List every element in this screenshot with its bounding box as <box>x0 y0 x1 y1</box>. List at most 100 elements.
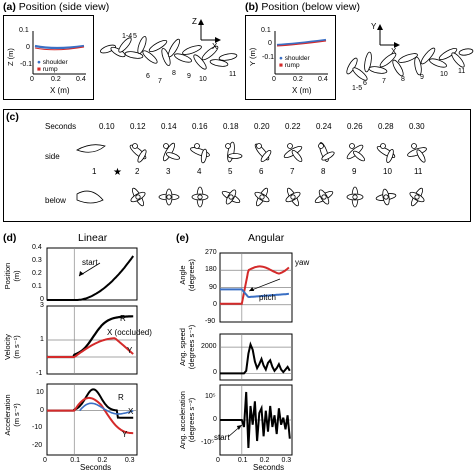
time-label: 0.28 <box>378 122 394 131</box>
acc-x-label: X <box>128 407 134 416</box>
y-tick: -90 <box>205 318 216 325</box>
start-arrowhead <box>79 271 84 276</box>
position-series <box>47 255 135 301</box>
frame-label: 10 <box>199 76 207 83</box>
y-tick: -10 <box>32 424 43 432</box>
y-tick: 2000 <box>201 343 217 351</box>
time-label: 0.24 <box>316 122 332 131</box>
y-tick: 3 <box>40 302 44 309</box>
start-arrowhead-e <box>236 425 242 430</box>
time-label: 0.30 <box>409 122 425 131</box>
panel-b-title: (b) Position (below view) <box>245 1 360 13</box>
time-label: 0.22 <box>285 122 301 131</box>
below-view-bird <box>76 190 104 204</box>
y-tick: 270 <box>205 249 217 256</box>
time-label: 0.12 <box>130 122 146 131</box>
frame-label: 8 <box>401 76 405 83</box>
frame-number: 10 <box>383 167 392 176</box>
vel-y-label: Y <box>127 346 133 355</box>
side-view-bird <box>376 143 396 164</box>
y-tick: 0 <box>213 300 217 308</box>
frame-label: 10 <box>440 71 448 78</box>
tick: 0.2 <box>51 76 61 83</box>
panel-e-title: Angular <box>248 232 285 244</box>
frame-label: 9 <box>187 73 191 80</box>
panel-d-x-label: Seconds <box>80 463 112 472</box>
panel-e-label: (e) <box>176 232 189 244</box>
frame-number: 6 <box>259 167 264 176</box>
panel-c-label: (c) <box>6 111 19 123</box>
axis-z-label: Z <box>192 17 197 26</box>
panel-b-x-label: X (m) <box>292 86 312 95</box>
x-tick: 0.1 <box>70 457 80 464</box>
frame-number: 11 <box>414 167 423 176</box>
frame-label: 5 <box>133 33 137 40</box>
y-tick: 0 <box>213 416 217 423</box>
side-view-bird <box>225 141 243 163</box>
y-tick: 0.4 <box>32 244 42 251</box>
frame-label: 8 <box>172 70 176 77</box>
plot-frame <box>46 247 138 301</box>
acc-r-label: R <box>118 393 124 402</box>
row-side-label: side <box>45 152 60 161</box>
frame-label: 1-4 <box>122 33 133 40</box>
panel-a-inset <box>3 15 94 100</box>
x-tick: 0 <box>43 457 47 464</box>
axis-y-label: Y <box>371 22 377 31</box>
below-view-bird <box>191 186 209 208</box>
side-view-bird <box>129 143 147 163</box>
yaw-label: yaw <box>295 258 310 267</box>
x-tick: 0.2 <box>97 457 108 464</box>
vel-r-label: R <box>120 314 126 323</box>
side-view-bird <box>346 143 365 162</box>
pitch-label: pitch <box>259 293 276 302</box>
start-label-e: start <box>214 433 230 442</box>
y-tick: 0.1 <box>32 283 42 290</box>
panel-b-legend: ● shoulder ■ rump <box>279 55 310 69</box>
below-view-bird <box>130 187 146 207</box>
y-tick: -10⁵ <box>201 439 215 447</box>
side-view-bird <box>407 143 427 163</box>
y-tick: 0 <box>40 406 44 414</box>
axis-x-label: X <box>212 42 218 51</box>
below-view-bird <box>314 189 334 205</box>
y-tick: 180 <box>205 266 217 274</box>
x-tick: 0.3 <box>281 457 292 464</box>
y-tick: 10⁵ <box>205 392 216 400</box>
angular-acceleration-series <box>220 391 291 449</box>
panel-d-title: Linear <box>78 232 108 244</box>
tick: 0.1 <box>261 27 271 34</box>
panel-c-box <box>3 109 471 222</box>
pitch-series <box>220 288 289 298</box>
tick: 0.2 <box>293 76 303 83</box>
tick: 0 <box>30 76 34 83</box>
row-below-label: below <box>45 196 66 205</box>
yaw-series <box>220 265 290 305</box>
annotation-arrowhead <box>249 287 255 291</box>
below-view-bird <box>285 187 301 207</box>
angular-speed-series <box>220 341 291 375</box>
vel-x-label: X (occluded) <box>107 328 152 337</box>
tick: 0 <box>272 76 276 83</box>
tick: 0 <box>268 40 272 47</box>
acc-y-label: Y <box>122 430 128 439</box>
side-view-bird <box>283 143 303 162</box>
time-label: 0.20 <box>254 122 270 131</box>
panel-b-inset <box>245 15 336 100</box>
acceleration-y-series <box>47 396 134 435</box>
panel-e-x-label: Seconds <box>253 463 285 472</box>
annotation-arrow <box>249 278 281 292</box>
frame-label: 11 <box>229 71 237 78</box>
panel-a-legend: ● shoulder ■ rump <box>37 59 68 73</box>
time-label: 0.14 <box>161 122 177 131</box>
y-tick: -20 <box>32 442 43 450</box>
start-label: start <box>82 258 98 267</box>
frame-number: 8 <box>321 167 326 176</box>
side-view-bird <box>76 144 106 153</box>
y-tick: 0 <box>40 296 44 303</box>
frame-label: 7 <box>158 78 162 85</box>
y-tick: 1 <box>40 336 44 343</box>
